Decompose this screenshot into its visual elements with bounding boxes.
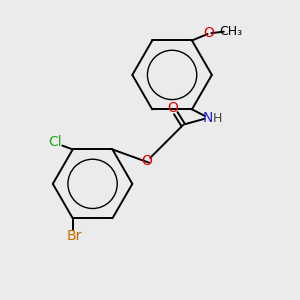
Text: O: O: [204, 26, 214, 40]
Text: Br: Br: [67, 229, 82, 243]
Text: CH₃: CH₃: [219, 25, 242, 38]
Text: O: O: [168, 101, 178, 115]
Text: N: N: [203, 111, 213, 124]
Text: Cl: Cl: [49, 135, 62, 149]
Text: H: H: [213, 112, 222, 125]
Text: O: O: [141, 154, 152, 168]
